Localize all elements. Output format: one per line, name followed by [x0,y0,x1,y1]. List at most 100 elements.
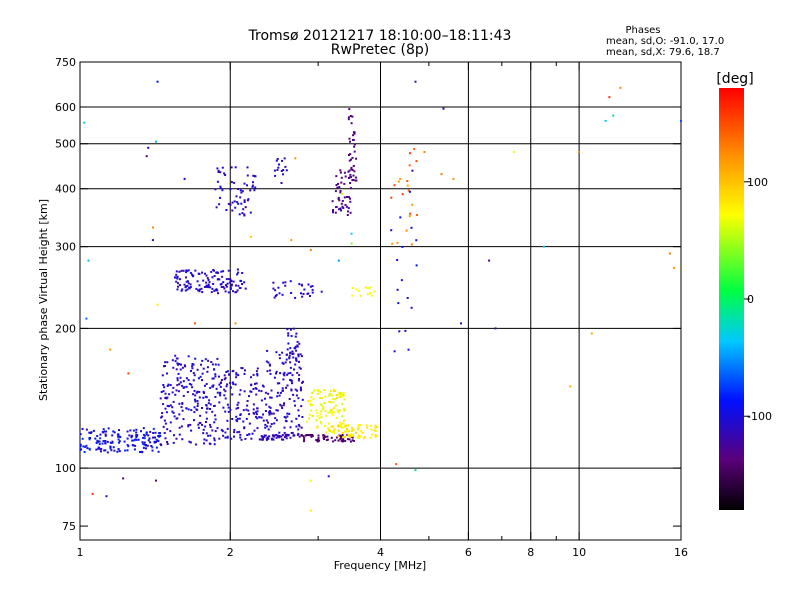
x-tick-label: 6 [465,546,472,559]
data-point [320,290,323,293]
data-point [273,296,276,299]
data-point [300,292,302,295]
data-point [276,169,279,171]
data-point [295,358,298,361]
data-point [286,412,289,415]
data-point [167,383,170,386]
data-point [134,438,137,441]
data-point [289,351,292,354]
data-point [284,419,287,422]
data-point [151,449,154,452]
data-point [169,384,172,387]
data-point [221,275,224,278]
data-point [278,435,281,437]
data-point [189,441,192,444]
data-point [217,363,220,366]
data-point [351,294,354,297]
data-point [283,426,286,429]
data-point [130,436,133,439]
data-point [87,259,90,262]
data-point [343,398,346,401]
data-point [147,439,150,442]
data-point [194,394,197,397]
data-point [406,180,409,183]
data-point [393,350,396,353]
data-point [218,383,221,386]
y-tick-label: 200 [55,322,76,335]
data-point [193,406,196,409]
data-point [300,434,303,436]
data-point [310,396,313,399]
data-point [278,382,281,385]
data-point [307,400,310,403]
data-point [205,439,208,442]
stats-title: Phases [625,25,660,36]
data-point [243,427,246,430]
data-point [86,447,89,450]
data-point [337,411,340,414]
data-point [268,410,271,413]
data-point [311,414,313,417]
data-point [267,437,270,440]
data-point [179,376,182,379]
data-point [107,427,110,430]
data-point [196,390,199,393]
data-point [228,373,231,376]
data-point [251,185,254,188]
data-point [369,292,371,295]
data-point [199,375,202,378]
data-point [352,131,355,134]
data-point [283,415,286,418]
data-point [211,429,214,432]
data-point [243,213,246,216]
data-point [151,226,154,229]
data-point [281,351,284,354]
data-point [206,407,208,410]
data-point [225,385,228,388]
data-point [196,368,199,371]
data-point [231,393,234,396]
data-point [246,199,249,202]
data-point [231,209,234,212]
chart-subtitle: RwPretec (8p) [331,42,429,58]
data-point [265,438,268,441]
data-point [188,382,191,385]
data-point [265,419,268,422]
data-point [176,384,179,387]
data-point [339,421,342,424]
data-point [351,430,353,432]
x-tick-label: 4 [377,546,384,559]
data-point [208,281,211,284]
data-point [312,415,315,417]
data-point [197,377,200,380]
data-point [155,140,157,143]
data-point [182,269,185,272]
data-point [194,357,197,360]
data-point [174,354,177,357]
data-point [186,269,189,272]
data-point [303,436,306,439]
data-point [253,429,256,432]
data-point [332,425,335,428]
data-point [103,430,106,433]
data-point [229,278,232,281]
data-point [317,434,320,437]
data-point [267,392,270,395]
data-point [127,372,130,375]
data-point [338,208,340,211]
data-point [230,437,233,440]
data-point [352,165,355,167]
data-point [183,364,186,367]
data-point [279,391,282,394]
data-point [332,401,335,404]
data-point [157,450,160,453]
data-point [396,241,399,244]
data-point [205,417,208,420]
data-point [175,357,178,360]
data-point [231,370,234,373]
data-point [246,184,248,187]
data-point [184,289,187,292]
data-point [217,169,220,172]
data-point [343,409,346,412]
data-point [208,399,211,402]
